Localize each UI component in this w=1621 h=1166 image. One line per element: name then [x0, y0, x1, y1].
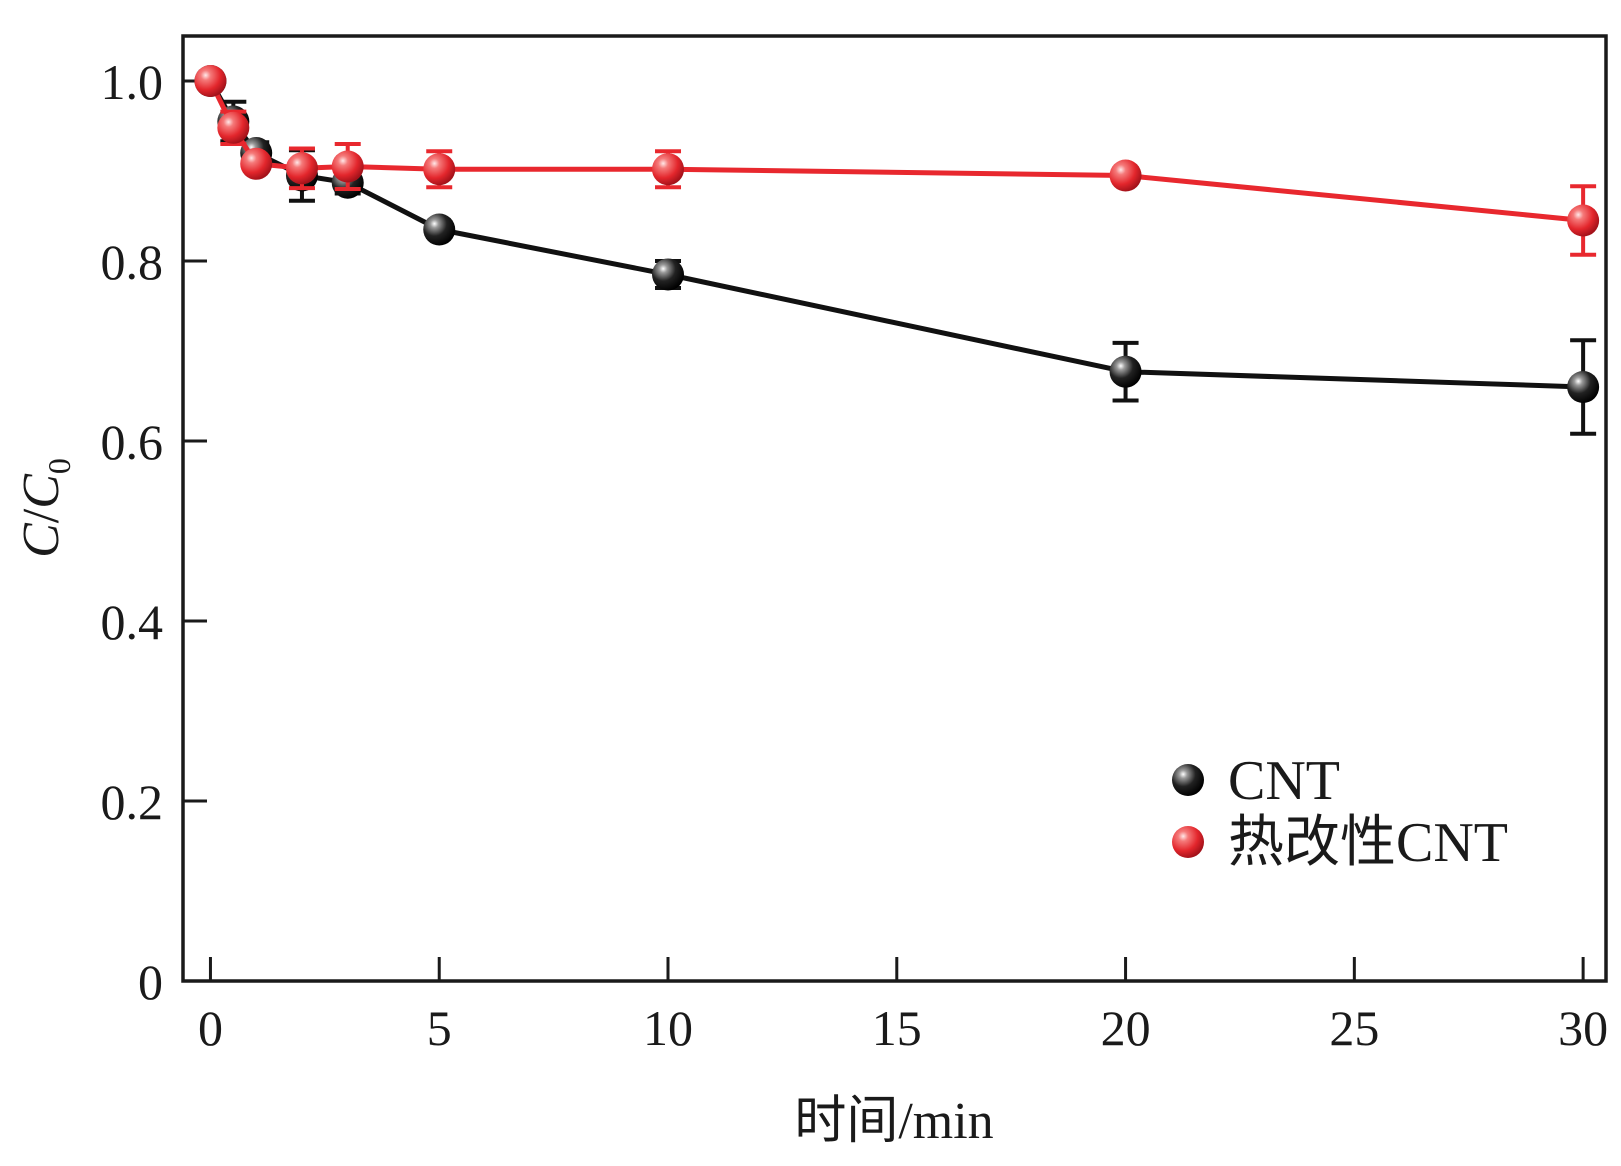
data-point — [240, 147, 273, 180]
y-axis-ticks: 0 0.2 0.4 0.6 0.8 1.0 — [101, 54, 207, 1010]
y-tick-label: 0.6 — [101, 414, 164, 470]
data-point — [217, 111, 250, 144]
plot-frame — [181, 34, 1608, 983]
data-point — [1567, 371, 1600, 403]
data-point — [1567, 204, 1600, 237]
x-tick-label: 15 — [872, 1000, 922, 1056]
y-axis-title: C/C0 — [13, 458, 77, 558]
x-tick-label: 0 — [198, 1000, 223, 1056]
data-point — [1109, 159, 1142, 192]
legend-marker-cnt — [1172, 764, 1204, 796]
legend-label-heat-modified-cnt: 热改性CNT — [1228, 812, 1508, 874]
x-tick-label: 10 — [643, 1000, 693, 1056]
series-cnt — [194, 65, 1600, 436]
x-tick-label: 20 — [1101, 1000, 1151, 1056]
series-line — [208, 79, 1584, 390]
data-point — [194, 65, 227, 97]
series-line — [208, 79, 1584, 223]
y-tick-label: 0 — [138, 954, 163, 1010]
data-point — [331, 150, 364, 183]
data-point — [1109, 355, 1142, 388]
y-tick-label: 0.4 — [101, 594, 164, 650]
series-heat-modified-cnt — [194, 65, 1600, 257]
x-tick-label: 5 — [427, 1000, 452, 1056]
x-tick-label: 25 — [1329, 1000, 1379, 1056]
series-layer — [194, 65, 1600, 436]
y-tick-label: 1.0 — [101, 54, 164, 110]
x-axis-title: 时间/min — [794, 1093, 993, 1150]
x-axis-ticks: 0 5 10 15 20 25 30 — [198, 957, 1608, 1056]
data-point — [423, 213, 456, 246]
y-tick-label: 0.8 — [101, 234, 164, 290]
legend-label-cnt: CNT — [1228, 750, 1340, 812]
x-tick-label: 30 — [1558, 1000, 1608, 1056]
data-point — [652, 153, 685, 186]
y-tick-label: 0.2 — [101, 774, 164, 830]
data-point — [652, 258, 685, 291]
data-point — [285, 152, 318, 185]
data-point — [423, 153, 456, 186]
legend: CNT 热改性CNT — [1172, 750, 1508, 874]
legend-marker-heat-modified-cnt — [1172, 826, 1204, 858]
